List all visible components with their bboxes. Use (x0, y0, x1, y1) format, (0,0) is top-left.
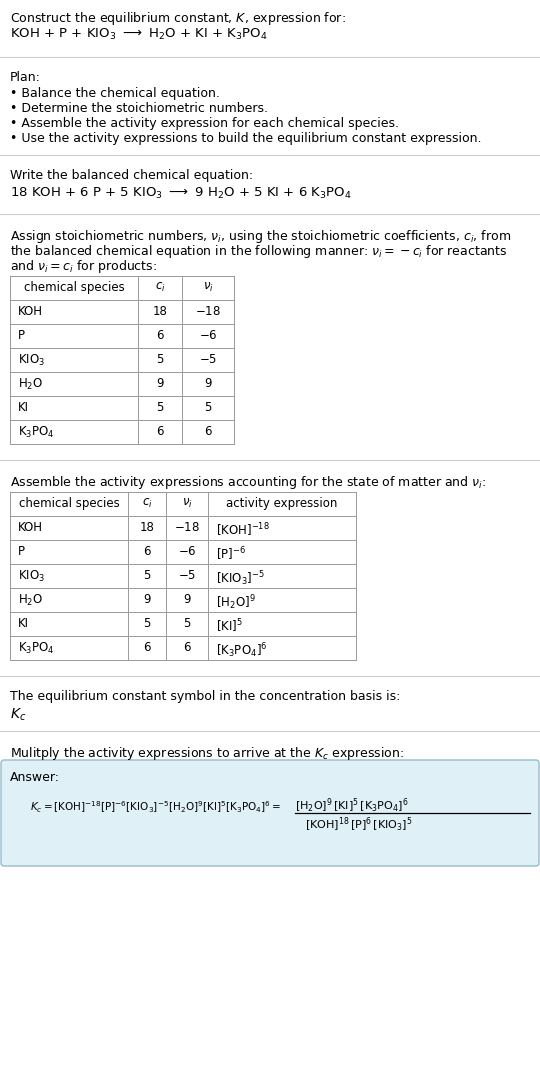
Text: KI: KI (18, 617, 29, 630)
Text: KOH + P + KIO$_3$ $\longrightarrow$ H$_2$O + KI + K$_3$PO$_4$: KOH + P + KIO$_3$ $\longrightarrow$ H$_2… (10, 27, 267, 42)
Text: $[\mathrm{KIO_3}]^{-5}$: $[\mathrm{KIO_3}]^{-5}$ (216, 569, 265, 588)
Text: 5: 5 (183, 617, 191, 630)
Text: 6: 6 (156, 425, 164, 438)
Text: H$_2$O: H$_2$O (18, 377, 43, 392)
Text: H$_2$O: H$_2$O (18, 593, 43, 608)
Text: P: P (18, 329, 25, 342)
Text: 6: 6 (183, 641, 191, 654)
Text: $c_i$: $c_i$ (141, 497, 152, 510)
Text: KOH: KOH (18, 521, 43, 534)
Text: 18: 18 (153, 305, 167, 318)
Text: $-$5: $-$5 (178, 569, 196, 582)
FancyBboxPatch shape (1, 760, 539, 866)
Text: chemical species: chemical species (24, 280, 124, 293)
Text: $\nu_i$: $\nu_i$ (181, 497, 192, 510)
Text: P: P (18, 545, 25, 558)
Text: 6: 6 (156, 329, 164, 342)
Text: $[\mathrm{H_2O}]^9$: $[\mathrm{H_2O}]^9$ (216, 593, 256, 612)
Text: $[\mathrm{KOH}]^{-18}$: $[\mathrm{KOH}]^{-18}$ (216, 521, 270, 538)
Text: KI: KI (18, 401, 29, 414)
Text: 18: 18 (139, 521, 154, 534)
Text: $-$18: $-$18 (174, 521, 200, 534)
Text: $K_c = [\mathrm{KOH}]^{-18}[\mathrm{P}]^{-6}[\mathrm{KIO_3}]^{-5}[\mathrm{H_2O}]: $K_c = [\mathrm{KOH}]^{-18}[\mathrm{P}]^… (30, 799, 281, 814)
Text: chemical species: chemical species (18, 497, 119, 510)
Text: Construct the equilibrium constant, $K$, expression for:: Construct the equilibrium constant, $K$,… (10, 10, 346, 27)
Text: Assign stoichiometric numbers, $\nu_i$, using the stoichiometric coefficients, $: Assign stoichiometric numbers, $\nu_i$, … (10, 229, 511, 245)
Text: and $\nu_i = c_i$ for products:: and $\nu_i = c_i$ for products: (10, 258, 157, 275)
Text: $K_c$: $K_c$ (10, 707, 26, 723)
Text: the balanced chemical equation in the following manner: $\nu_i = -c_i$ for react: the balanced chemical equation in the fo… (10, 243, 508, 260)
Text: K$_3$PO$_4$: K$_3$PO$_4$ (18, 425, 55, 440)
Text: 6: 6 (143, 641, 151, 654)
Text: 9: 9 (156, 377, 164, 390)
Text: K$_3$PO$_4$: K$_3$PO$_4$ (18, 641, 55, 656)
Text: 9: 9 (183, 593, 191, 606)
Text: $\nu_i$: $\nu_i$ (202, 280, 213, 295)
Text: $[\mathrm{KOH}]^{18}\,[\mathrm{P}]^6\,[\mathrm{KIO_3}]^5$: $[\mathrm{KOH}]^{18}\,[\mathrm{P}]^6\,[\… (305, 815, 413, 834)
Text: 9: 9 (204, 377, 212, 390)
Text: $-$6: $-$6 (178, 545, 197, 558)
Text: • Use the activity expressions to build the equilibrium constant expression.: • Use the activity expressions to build … (10, 132, 482, 145)
Text: $-$5: $-$5 (199, 353, 217, 366)
Text: 6: 6 (204, 425, 212, 438)
Text: 5: 5 (143, 617, 151, 630)
Text: Write the balanced chemical equation:: Write the balanced chemical equation: (10, 169, 253, 182)
Text: Plan:: Plan: (10, 71, 41, 84)
Text: 5: 5 (143, 569, 151, 582)
Text: activity expression: activity expression (226, 497, 338, 510)
Text: • Determine the stoichiometric numbers.: • Determine the stoichiometric numbers. (10, 102, 268, 115)
Text: 5: 5 (156, 401, 164, 414)
Text: $[\mathrm{KI}]^5$: $[\mathrm{KI}]^5$ (216, 617, 243, 635)
Text: 18 KOH + 6 P + 5 KIO$_3$ $\longrightarrow$ 9 H$_2$O + 5 KI + 6 K$_3$PO$_4$: 18 KOH + 6 P + 5 KIO$_3$ $\longrightarro… (10, 186, 352, 201)
Text: $-$6: $-$6 (199, 329, 217, 342)
Text: Assemble the activity expressions accounting for the state of matter and $\nu_i$: Assemble the activity expressions accoun… (10, 474, 487, 491)
Text: 6: 6 (143, 545, 151, 558)
Text: 9: 9 (143, 593, 151, 606)
Text: Mulitply the activity expressions to arrive at the $K_c$ expression:: Mulitply the activity expressions to arr… (10, 745, 404, 762)
Text: $-$18: $-$18 (195, 305, 221, 318)
Text: $[\mathrm{H_2O}]^9\,[\mathrm{KI}]^5\,[\mathrm{K_3PO_4}]^6$: $[\mathrm{H_2O}]^9\,[\mathrm{KI}]^5\,[\m… (295, 797, 408, 815)
Text: Answer:: Answer: (10, 771, 60, 784)
Text: KIO$_3$: KIO$_3$ (18, 569, 45, 584)
Text: 5: 5 (204, 401, 212, 414)
Text: $[\mathrm{P}]^{-6}$: $[\mathrm{P}]^{-6}$ (216, 545, 246, 562)
Text: $[\mathrm{K_3PO_4}]^6$: $[\mathrm{K_3PO_4}]^6$ (216, 641, 267, 660)
Text: The equilibrium constant symbol in the concentration basis is:: The equilibrium constant symbol in the c… (10, 690, 400, 703)
Text: • Assemble the activity expression for each chemical species.: • Assemble the activity expression for e… (10, 117, 399, 130)
Text: • Balance the chemical equation.: • Balance the chemical equation. (10, 87, 220, 100)
Text: KOH: KOH (18, 305, 43, 318)
Text: KIO$_3$: KIO$_3$ (18, 353, 45, 368)
Text: 5: 5 (156, 353, 164, 366)
Text: $c_i$: $c_i$ (154, 280, 165, 295)
